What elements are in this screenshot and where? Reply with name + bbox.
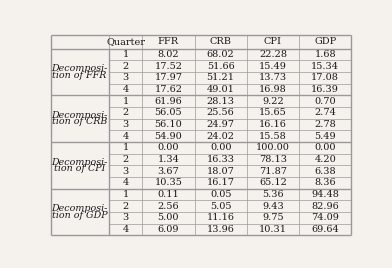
Text: Decomposi-: Decomposi- (51, 158, 108, 167)
Text: 5.00: 5.00 (158, 213, 179, 222)
Text: GDP: GDP (314, 38, 336, 46)
Text: CRB: CRB (210, 38, 232, 46)
Text: CPI: CPI (264, 38, 282, 46)
Text: 17.62: 17.62 (154, 85, 182, 94)
Text: 71.87: 71.87 (259, 167, 287, 176)
Text: 4: 4 (122, 178, 129, 187)
Text: 1: 1 (122, 143, 129, 152)
Text: 3: 3 (122, 73, 129, 82)
Text: 94.48: 94.48 (311, 190, 339, 199)
Text: 0.05: 0.05 (210, 190, 231, 199)
Text: 15.34: 15.34 (311, 62, 339, 71)
Text: 8.36: 8.36 (314, 178, 336, 187)
Text: 4.20: 4.20 (314, 155, 336, 164)
Text: 0.00: 0.00 (314, 143, 336, 152)
Text: 15.58: 15.58 (259, 132, 287, 141)
Text: tion of CPI: tion of CPI (54, 164, 105, 173)
Text: 100.00: 100.00 (256, 143, 290, 152)
Text: 74.09: 74.09 (311, 213, 339, 222)
Text: 9.43: 9.43 (262, 202, 284, 211)
Text: 5.49: 5.49 (314, 132, 336, 141)
Text: 51.21: 51.21 (207, 73, 235, 82)
Text: 16.39: 16.39 (311, 85, 339, 94)
Text: tion of CRB: tion of CRB (52, 117, 107, 126)
Text: 1: 1 (122, 50, 129, 59)
Text: 51.66: 51.66 (207, 62, 234, 71)
Text: Quarter: Quarter (106, 38, 145, 46)
Text: FFR: FFR (158, 38, 179, 46)
Text: 2.78: 2.78 (314, 120, 336, 129)
Text: 16.17: 16.17 (207, 178, 235, 187)
Text: 24.02: 24.02 (207, 132, 235, 141)
Text: 0.11: 0.11 (158, 190, 179, 199)
Text: tion of FFR: tion of FFR (53, 71, 107, 80)
Text: 6.38: 6.38 (314, 167, 336, 176)
Text: 49.01: 49.01 (207, 85, 234, 94)
Text: 16.33: 16.33 (207, 155, 235, 164)
Text: 0.00: 0.00 (158, 143, 179, 152)
Text: 10.35: 10.35 (154, 178, 182, 187)
Text: 15.65: 15.65 (259, 108, 287, 117)
Text: 11.16: 11.16 (207, 213, 235, 222)
Text: 3.67: 3.67 (158, 167, 179, 176)
Text: 25.56: 25.56 (207, 108, 234, 117)
Text: 56.10: 56.10 (154, 120, 182, 129)
Text: 18.07: 18.07 (207, 167, 234, 176)
Text: 0.00: 0.00 (210, 143, 231, 152)
Text: 24.97: 24.97 (207, 120, 235, 129)
Text: 1: 1 (122, 97, 129, 106)
Text: 16.98: 16.98 (259, 85, 287, 94)
Text: 2.56: 2.56 (158, 202, 179, 211)
Text: 3: 3 (122, 167, 129, 176)
Text: 2.74: 2.74 (314, 108, 336, 117)
Text: 2: 2 (122, 202, 129, 211)
Text: 56.05: 56.05 (154, 108, 182, 117)
Text: 0.70: 0.70 (314, 97, 336, 106)
Text: 22.28: 22.28 (259, 50, 287, 59)
Text: 69.64: 69.64 (311, 225, 339, 234)
Text: 6.09: 6.09 (158, 225, 179, 234)
Text: 4: 4 (122, 225, 129, 234)
Text: Decomposi-: Decomposi- (51, 204, 108, 213)
Text: 3: 3 (122, 213, 129, 222)
Text: 17.97: 17.97 (154, 73, 182, 82)
Text: 17.52: 17.52 (154, 62, 182, 71)
Text: 9.22: 9.22 (262, 97, 284, 106)
Text: 2: 2 (122, 155, 129, 164)
Text: 1.68: 1.68 (314, 50, 336, 59)
Text: 10.31: 10.31 (259, 225, 287, 234)
Text: 5.36: 5.36 (262, 190, 284, 199)
Text: 65.12: 65.12 (259, 178, 287, 187)
Text: 82.96: 82.96 (311, 202, 339, 211)
Text: 15.49: 15.49 (259, 62, 287, 71)
Text: 2: 2 (122, 62, 129, 71)
Text: 16.16: 16.16 (259, 120, 287, 129)
Text: 4: 4 (122, 132, 129, 141)
Text: 68.02: 68.02 (207, 50, 234, 59)
Text: 1.34: 1.34 (158, 155, 180, 164)
Text: 28.13: 28.13 (207, 97, 235, 106)
Text: 13.96: 13.96 (207, 225, 234, 234)
Text: 9.75: 9.75 (262, 213, 284, 222)
Text: 78.13: 78.13 (259, 155, 287, 164)
Text: 1: 1 (122, 190, 129, 199)
Text: 2: 2 (122, 108, 129, 117)
Text: 5.05: 5.05 (210, 202, 231, 211)
Text: Decomposi-: Decomposi- (51, 64, 108, 73)
Text: 13.73: 13.73 (259, 73, 287, 82)
Text: 17.08: 17.08 (311, 73, 339, 82)
Text: Decomposi-: Decomposi- (51, 111, 108, 120)
Text: 3: 3 (122, 120, 129, 129)
Text: 4: 4 (122, 85, 129, 94)
Text: 54.90: 54.90 (154, 132, 182, 141)
Text: 8.02: 8.02 (158, 50, 179, 59)
Text: tion of GDP: tion of GDP (52, 211, 107, 220)
Text: 61.96: 61.96 (154, 97, 182, 106)
